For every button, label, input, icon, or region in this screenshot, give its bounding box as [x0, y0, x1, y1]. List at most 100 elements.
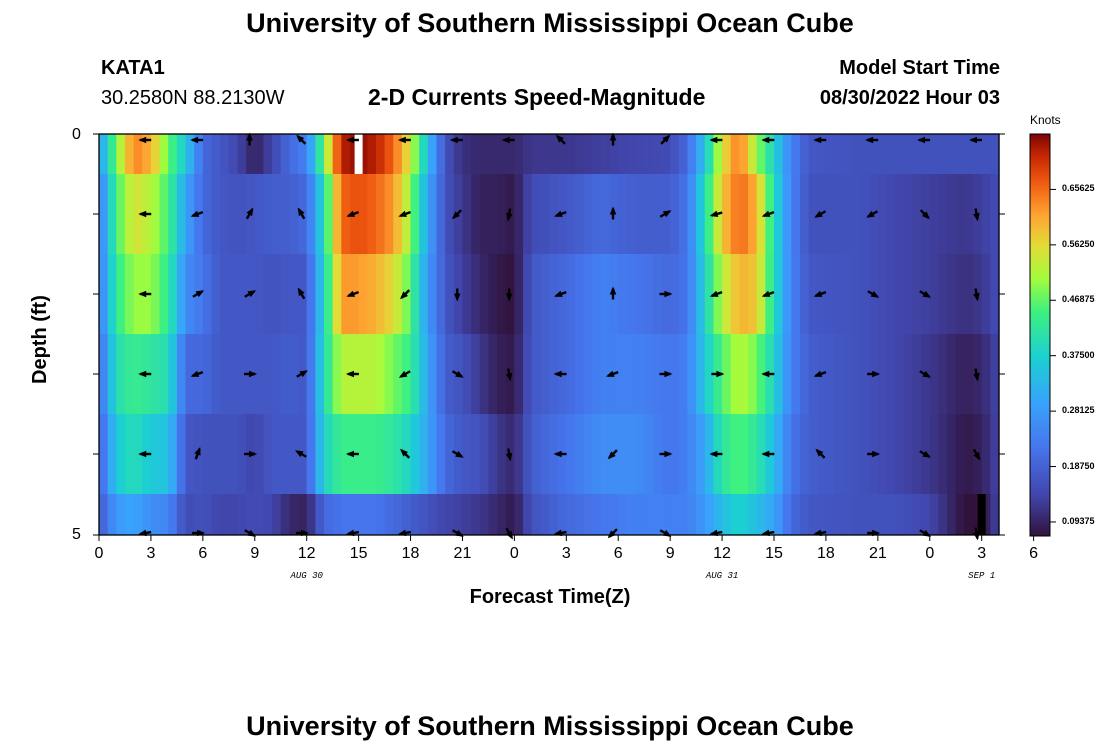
heatmap-cell: [298, 494, 308, 535]
heatmap-cell: [514, 174, 524, 254]
heatmap-cell: [246, 134, 256, 174]
current-arrow: [711, 370, 725, 378]
heatmap-cell: [479, 494, 490, 535]
heatmap-cell: [427, 334, 438, 414]
heatmap-cell: [851, 174, 862, 254]
heatmap-cell: [367, 134, 377, 174]
current-arrow: [659, 290, 673, 298]
heatmap-cell: [566, 254, 576, 334]
heatmap-cell: [332, 134, 342, 174]
heatmap-cell: [722, 334, 732, 414]
heatmap-cell: [722, 414, 732, 494]
heatmap-cell: [903, 334, 914, 414]
current-arrow: [345, 370, 359, 378]
heatmap-cell: [964, 334, 974, 414]
heatmap-cell: [895, 174, 905, 254]
heatmap-cell: [497, 254, 507, 334]
heatmap-cell: [912, 134, 922, 174]
heatmap-cell: [453, 494, 464, 535]
colorbar-ticks: [1050, 188, 1056, 523]
heatmap-cell: [419, 134, 429, 174]
axes: [93, 133, 1035, 541]
heatmap-cell: [488, 494, 498, 535]
heatmap-cell: [583, 494, 593, 535]
heatmap-cell: [947, 334, 957, 414]
heatmap-cell: [237, 494, 247, 535]
heatmap-cell: [739, 254, 749, 334]
heatmap-cell: [635, 334, 645, 414]
x-tick-label: 0: [925, 545, 935, 562]
heatmap-cell: [678, 254, 689, 334]
heatmap-cell: [436, 134, 446, 174]
heatmap-cell: [851, 494, 862, 535]
heatmap-cell: [254, 174, 265, 254]
heatmap-cell: [886, 254, 896, 334]
heatmap-cell: [825, 134, 836, 174]
heatmap-cell: [851, 414, 862, 494]
heatmap-cell: [324, 254, 334, 334]
heatmap-cell: [401, 494, 412, 535]
heatmap-cell: [947, 494, 957, 535]
heatmap-cell: [756, 494, 766, 535]
heatmap-cell: [670, 254, 680, 334]
heatmap-cell: [678, 334, 689, 414]
heatmap-cell: [375, 494, 386, 535]
current-arrow: [505, 448, 513, 462]
heatmap-cell: [185, 134, 195, 174]
heatmap-cell: [505, 134, 515, 174]
heatmap-cell: [791, 254, 801, 334]
heatmap-cell: [756, 174, 766, 254]
heatmap-cell: [843, 134, 853, 174]
heatmap-cell: [176, 134, 187, 174]
page-title: University of Southern Mississippi Ocean…: [246, 8, 854, 38]
current-arrow: [919, 370, 932, 378]
heatmap-cell: [358, 174, 368, 254]
heatmap-cell: [531, 174, 541, 254]
heatmap-cell: [886, 494, 896, 535]
heatmap-cell: [384, 414, 394, 494]
heatmap-cell: [635, 134, 645, 174]
current-arrow: [709, 210, 723, 218]
date-label: SEP 1: [968, 571, 996, 581]
heatmap-cell: [107, 254, 117, 334]
current-arrow: [296, 134, 307, 145]
heatmap-cell: [168, 174, 178, 254]
heatmap-cell: [99, 174, 109, 254]
heatmap-cell: [860, 334, 870, 414]
heatmap-cell: [600, 494, 611, 535]
heatmap-cell: [168, 414, 178, 494]
heatmap-cell: [436, 334, 446, 414]
heatmap-cell: [670, 494, 680, 535]
heatmap-cell: [592, 174, 602, 254]
current-arrow: [609, 132, 617, 146]
heatmap-cell: [514, 414, 524, 494]
x-tick-label: 15: [349, 545, 368, 562]
heatmap-cell: [929, 174, 940, 254]
y-axis-label-text: Depth (ft): [29, 295, 51, 384]
heatmap-cell: [808, 334, 818, 414]
heatmap-cell: [107, 494, 117, 535]
heatmap-cell: [99, 414, 109, 494]
current-arrow: [453, 288, 461, 302]
heatmap-cell: [921, 494, 931, 535]
x-tick-label: 6: [613, 545, 623, 562]
heatmap-cell: [609, 134, 619, 174]
heatmap-cell: [722, 494, 732, 535]
heatmap-cell: [410, 254, 420, 334]
heatmap-cell: [791, 494, 801, 535]
x-tick-label: 9: [250, 545, 260, 562]
x-tick-label: 6: [198, 545, 208, 562]
heatmap-cell: [263, 254, 273, 334]
heatmap-cell: [445, 134, 455, 174]
heatmap-cell: [393, 414, 403, 494]
heatmap-cell: [202, 494, 213, 535]
heatmap-cell: [670, 414, 680, 494]
heatmap-cell: [211, 254, 221, 334]
heatmap-cell: [808, 254, 818, 334]
heatmap-cell: [574, 414, 585, 494]
heatmap-cell: [661, 134, 671, 174]
current-arrow: [814, 210, 827, 218]
heatmap-cell: [159, 334, 169, 414]
heatmap-cell: [263, 494, 273, 535]
heatmap-cell: [566, 494, 576, 535]
